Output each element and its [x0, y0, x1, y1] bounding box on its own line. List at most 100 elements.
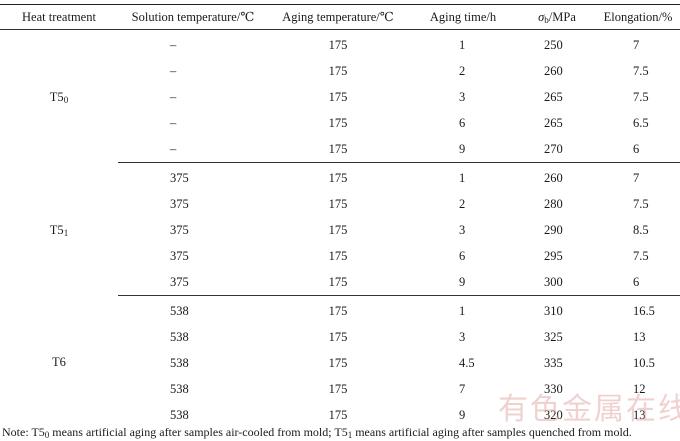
note-middle: means artificial aging after samples air… — [49, 425, 348, 439]
table-body: T50–175 1 250 7–175 2 260 7.5–175 3 265 7.5–175 6 2… — [0, 30, 680, 429]
heat-treatment-cell: T6 — [0, 296, 118, 429]
aging-temperature-cell: 175 — [328, 196, 348, 211]
table-row: 375 175 6 295 7.5 — [0, 243, 680, 269]
solution-temperature-cell: 538 — [170, 407, 189, 422]
table-row: 375 175 9 300 6 — [0, 269, 680, 296]
elongation-cell: 12 — [633, 381, 646, 396]
elongation-cell: 13 — [633, 329, 646, 344]
table-row: 538 175 3 325 13 — [0, 324, 680, 350]
tensile-strength-cell: 310 — [544, 303, 563, 318]
tensile-strength-cell: 260 — [544, 170, 563, 185]
note-suffix: means artificial aging after samples que… — [352, 425, 632, 439]
note-prefix: Note: T5 — [2, 425, 45, 439]
table-row: – 175 3 265 7.5 — [0, 84, 680, 110]
solution-temperature-cell: – — [170, 63, 177, 78]
sigma-subscript: b — [544, 14, 549, 25]
aging-time-cell: 1 — [459, 170, 466, 185]
solution-temperature-cell: 375 — [118, 269, 268, 296]
aging-time-cell: 3 — [459, 89, 466, 104]
tensile-strength-cell: 260 — [544, 63, 563, 78]
table-note: Note: T50 means artificial aging after s… — [2, 425, 632, 440]
solution-temperature-cell: 538 — [170, 381, 189, 396]
aging-temperature-cell: 175 — [268, 136, 408, 163]
aging-temperature-cell: 175 — [328, 115, 348, 130]
treatment-label-subscript: 1 — [63, 227, 69, 238]
elongation-cell: 10.5 — [633, 355, 655, 370]
elongation-cell: 7 — [633, 37, 640, 52]
note-subscript-1: 1 — [347, 430, 353, 440]
table-row: 375 175 2 280 7.5 — [0, 191, 680, 217]
sigma-unit: /MPa — [548, 9, 576, 24]
table-row: – 175 6 265 6.5 — [0, 110, 680, 136]
aging-temperature-cell: 175 — [328, 222, 348, 237]
tensile-strength-cell: 250 — [544, 37, 563, 52]
header-aging-time: Aging time/h — [408, 4, 518, 30]
solution-temperature-cell: 538 — [170, 329, 189, 344]
treatment-label: T5 — [49, 222, 64, 237]
tensile-strength-cell: 295 — [544, 248, 563, 263]
table-row: T50 – 175 1 250 7 — [0, 30, 680, 105]
header-tensile-strength: σb/MPa — [518, 4, 596, 30]
aging-temperature-cell: 175 — [268, 269, 408, 296]
header-heat-treatment: Heat treatment — [0, 4, 118, 30]
solution-temperature-cell: 375 — [170, 248, 189, 263]
solution-temperature-cell: 538 — [170, 355, 189, 370]
solution-temperature-cell: 375 — [170, 196, 189, 211]
table-row: 375 175 3 290 8.5 — [0, 217, 680, 243]
solution-temperature-cell: – — [118, 136, 268, 163]
aging-time-cell: 2 — [459, 196, 466, 211]
aging-time-cell: 1 — [459, 37, 466, 52]
table-row: T6 538 175 1 310 16.5 — [0, 296, 680, 370]
aging-time-cell: 9 — [408, 136, 518, 163]
aging-temperature-cell: 175 — [328, 248, 348, 263]
aging-temperature-cell: 175 — [328, 37, 348, 52]
table-row: 538 175 9 320 13 — [0, 402, 680, 428]
header-aging-temperature: Aging temperature/℃ — [268, 4, 408, 30]
heat-treatment-cell: T51 — [0, 163, 118, 296]
aging-time-cell: 6 — [459, 115, 466, 130]
elongation-cell: 13 — [633, 407, 646, 422]
tensile-strength-cell: 335 — [544, 355, 563, 370]
elongation-cell: 6 — [596, 269, 680, 296]
solution-temperature-cell: – — [170, 37, 177, 52]
elongation-cell: 7.5 — [633, 248, 649, 263]
elongation-cell: 6.5 — [633, 115, 649, 130]
tensile-strength-cell: 330 — [544, 381, 563, 396]
table-row: –175 9 270 6 — [0, 136, 680, 163]
aging-time-cell: 2 — [459, 63, 466, 78]
aging-temperature-cell: 175 — [328, 355, 348, 370]
aging-time-cell: 1 — [459, 303, 466, 318]
aging-time-cell: 4.5 — [459, 355, 475, 370]
aging-time-cell: 3 — [459, 329, 466, 344]
tensile-strength-cell: 320 — [544, 407, 563, 422]
header-solution-temperature: Solution temperature/℃ — [118, 4, 268, 30]
table-row: T51 375 175 1 260 7 — [0, 163, 680, 238]
aging-time-cell: 9 — [459, 407, 466, 422]
solution-temperature-cell: 375 — [170, 170, 189, 185]
aging-temperature-cell: 175 — [328, 329, 348, 344]
tensile-strength-cell: 280 — [544, 196, 563, 211]
table-row: 538 175 7 330 12 — [0, 376, 680, 402]
note-subscript-0: 0 — [44, 430, 50, 440]
elongation-cell: 8.5 — [633, 222, 649, 237]
sigma-symbol: σ — [538, 9, 545, 24]
header-elongation: Elongation/% — [596, 4, 680, 30]
aging-temperature-cell: 175 — [328, 303, 348, 318]
aging-temperature-cell: 175 — [328, 381, 348, 396]
aging-time-cell: 9 — [408, 269, 518, 296]
elongation-cell: 16.5 — [633, 303, 655, 318]
aging-time-cell: 6 — [459, 248, 466, 263]
solution-temperature-cell: 538 — [170, 303, 189, 318]
table-row: – 175 2 260 7.5 — [0, 58, 680, 84]
aging-temperature-cell: 175 — [328, 170, 348, 185]
treatment-label-subscript: 0 — [63, 94, 69, 105]
elongation-cell: 7.5 — [633, 89, 649, 104]
tensile-strength-cell: 270 — [518, 136, 596, 163]
treatment-label: T6 — [52, 355, 66, 370]
aging-temperature-cell: 175 — [328, 89, 348, 104]
aging-properties-table: Heat treatment Solution temperature/℃ Ag… — [0, 4, 680, 428]
tensile-strength-cell: 265 — [544, 89, 563, 104]
solution-temperature-cell: – — [170, 115, 177, 130]
treatment-label: T5 — [49, 89, 64, 104]
aging-temperature-cell: 175 — [328, 63, 348, 78]
